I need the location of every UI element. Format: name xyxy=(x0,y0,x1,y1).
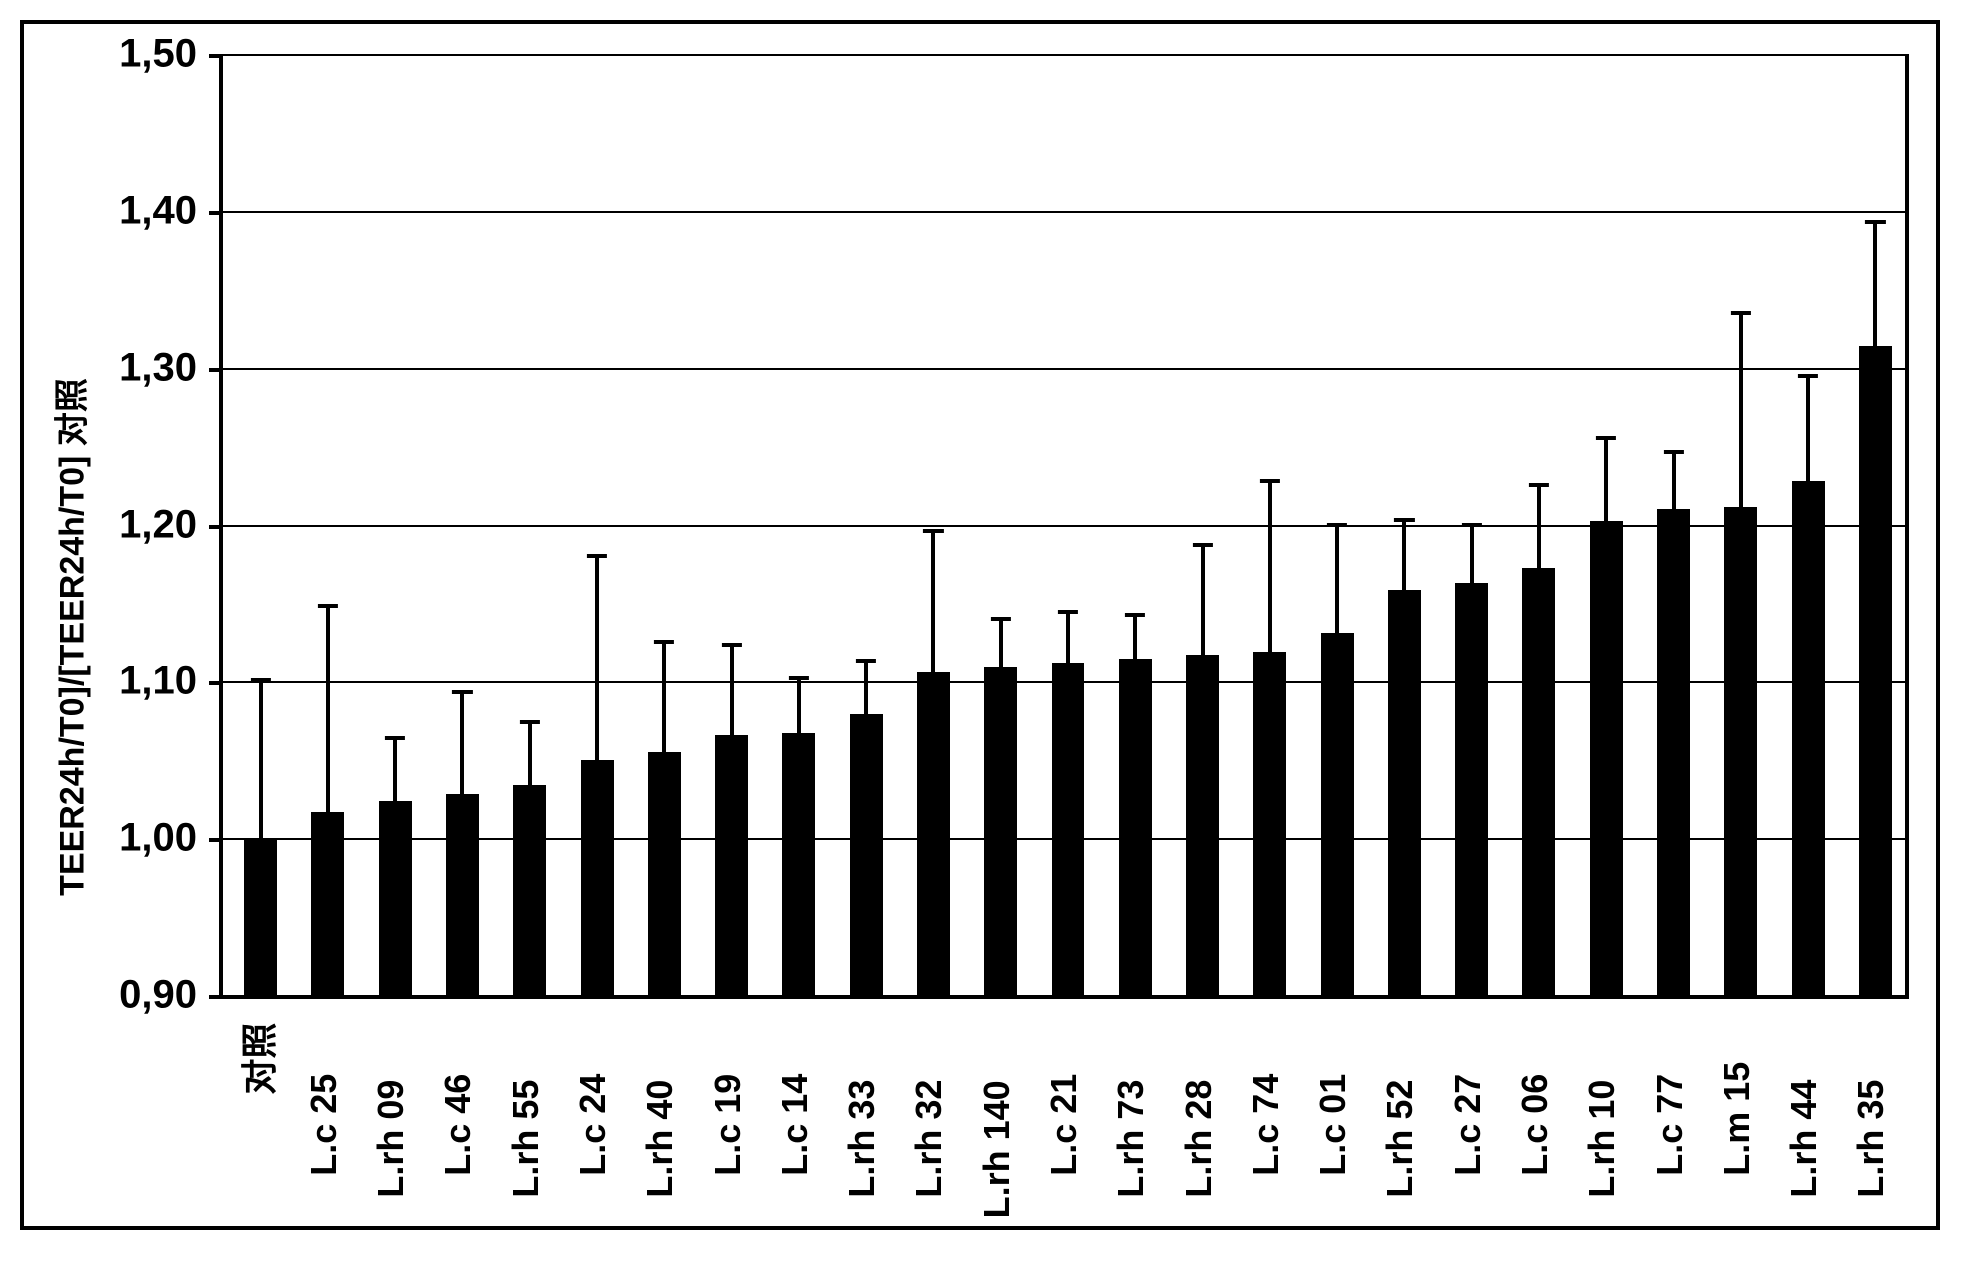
y-tick-label: 1,30 xyxy=(77,345,197,390)
x-tick-label: L.c 27 xyxy=(1447,1032,1489,1176)
error-bar xyxy=(244,680,277,838)
error-bar xyxy=(984,619,1017,668)
x-tick-label: L.c 19 xyxy=(707,1032,749,1176)
bar xyxy=(446,794,479,995)
bar xyxy=(715,735,748,995)
y-tick xyxy=(209,368,223,372)
y-tick xyxy=(209,995,223,999)
bar xyxy=(379,801,412,995)
error-bar xyxy=(311,606,344,811)
bar xyxy=(850,714,883,995)
bar xyxy=(1321,633,1354,995)
x-tick-label: L.c 77 xyxy=(1649,1032,1691,1176)
error-bar xyxy=(782,678,815,733)
x-tick-label: L.c 01 xyxy=(1312,1032,1354,1176)
bar xyxy=(244,838,277,995)
x-tick-label: L.rh 32 xyxy=(908,1032,950,1197)
grid-line xyxy=(223,525,1905,527)
x-tick-label: L.c 74 xyxy=(1245,1032,1287,1176)
error-bar xyxy=(581,556,614,760)
bar xyxy=(1859,346,1892,995)
x-tick-label: L.rh 35 xyxy=(1850,1032,1892,1197)
bar xyxy=(1590,521,1623,995)
error-bar xyxy=(1186,545,1219,655)
error-bar xyxy=(1792,376,1825,481)
bar xyxy=(1792,481,1825,995)
error-bar xyxy=(513,722,546,785)
error-bar xyxy=(715,645,748,734)
bar xyxy=(1388,590,1421,995)
x-tick-label: L.c 06 xyxy=(1514,1032,1556,1176)
bar xyxy=(1522,568,1555,995)
x-tick-label: 对照 xyxy=(231,1037,283,1094)
error-bar xyxy=(1388,520,1421,591)
plot-area xyxy=(219,54,1909,999)
y-tick-label: 0,90 xyxy=(77,973,197,1018)
bar xyxy=(917,672,950,995)
chart-frame: TEER24h/T0]/[TEER24h/T0] 对照 0,901,001,10… xyxy=(20,20,1940,1230)
error-bar xyxy=(1321,525,1354,633)
x-tick-label: L.c 14 xyxy=(774,1032,816,1176)
error-bar xyxy=(1253,481,1286,652)
error-bar xyxy=(1052,612,1085,662)
bar xyxy=(782,733,815,995)
bar xyxy=(1253,652,1286,995)
y-tick xyxy=(209,525,223,529)
bar xyxy=(984,667,1017,995)
x-tick-label: L.rh 09 xyxy=(370,1032,412,1197)
grid-line xyxy=(223,368,1905,370)
error-bar xyxy=(850,661,883,714)
y-tick-label: 1,20 xyxy=(77,502,197,547)
x-tick-label: L.c 21 xyxy=(1043,1032,1085,1176)
x-tick-label: L.rh 40 xyxy=(639,1032,681,1197)
bar xyxy=(581,760,614,995)
bar xyxy=(1657,509,1690,995)
error-bar xyxy=(1119,615,1152,659)
bar xyxy=(1186,655,1219,995)
error-bar xyxy=(1657,452,1690,508)
x-tick-label: L.rh 28 xyxy=(1178,1032,1220,1197)
bar xyxy=(648,752,681,995)
error-bar xyxy=(446,692,479,794)
x-tick-label: L.c 24 xyxy=(572,1032,614,1176)
y-tick xyxy=(209,681,223,685)
x-tick-label: L.m 15 xyxy=(1716,1032,1758,1176)
error-bar xyxy=(1590,438,1623,521)
error-bar xyxy=(1724,313,1757,507)
x-tick-label: L.rh 55 xyxy=(505,1032,547,1197)
bar xyxy=(1724,507,1757,995)
y-tick xyxy=(209,211,223,215)
y-tick-label: 1,00 xyxy=(77,816,197,861)
x-tick-label: L.rh 10 xyxy=(1581,1032,1623,1197)
y-tick-label: 1,10 xyxy=(77,659,197,704)
error-bar xyxy=(1859,222,1892,346)
x-tick-label: L.rh 33 xyxy=(841,1032,883,1197)
error-bar xyxy=(648,642,681,752)
grid-line xyxy=(223,211,1905,213)
grid-line xyxy=(223,54,1905,56)
y-tick-label: 1,50 xyxy=(77,32,197,77)
x-tick-label: L.rh 44 xyxy=(1783,1032,1825,1197)
bar xyxy=(311,812,344,995)
bar xyxy=(1455,583,1488,995)
bar xyxy=(1119,659,1152,995)
y-tick xyxy=(209,54,223,58)
x-tick-label: L.c 46 xyxy=(437,1032,479,1176)
error-bar xyxy=(1455,525,1488,583)
bar xyxy=(513,785,546,995)
y-tick xyxy=(209,838,223,842)
error-bar xyxy=(379,738,412,801)
x-tick-label: L.rh 73 xyxy=(1110,1032,1152,1197)
y-tick-label: 1,40 xyxy=(77,188,197,233)
error-bar xyxy=(1522,485,1555,568)
error-bar xyxy=(917,531,950,672)
x-tick-label: L.c 25 xyxy=(303,1032,345,1176)
x-tick-label: L.rh 140 xyxy=(976,1032,1018,1219)
x-tick-label: L.rh 52 xyxy=(1379,1032,1421,1197)
bar xyxy=(1052,663,1085,995)
